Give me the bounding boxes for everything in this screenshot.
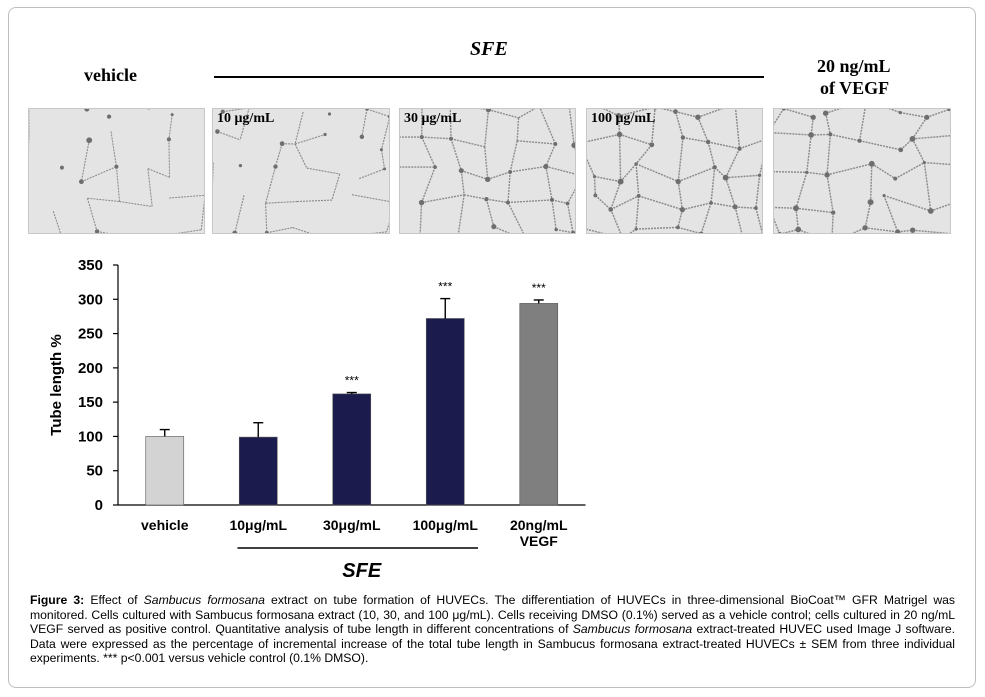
figure-frame	[8, 7, 976, 688]
x-tick-label: 10μg/mL	[229, 517, 287, 533]
tube-network-image	[29, 109, 204, 233]
x-tick-label: vehicle	[141, 517, 189, 533]
micrograph-label: 30 μg/mL	[404, 111, 462, 126]
micrograph-vehicle	[28, 108, 205, 234]
y-tick-label: 100	[78, 428, 103, 445]
tube-network-image	[774, 109, 950, 233]
caption-text: extract-treated HUVEC used Image J softw…	[30, 622, 955, 666]
caption-species-name: Sambucus formosana	[143, 593, 265, 607]
bar	[332, 393, 372, 506]
y-tick-label: 300	[78, 291, 103, 308]
caption-text: Effect of	[84, 593, 144, 607]
bar	[519, 303, 559, 506]
x-tick-label: 20ng/mL	[510, 517, 568, 533]
micrograph-vegf	[773, 108, 951, 234]
sfe-header-line	[214, 76, 764, 78]
y-tick-label: 250	[78, 326, 103, 343]
y-tick-label: 0	[95, 497, 103, 514]
y-tick-label: 50	[86, 463, 103, 480]
tube-network-image	[400, 109, 575, 233]
bar	[425, 318, 465, 506]
caption-figure-label: Figure 3:	[30, 593, 85, 607]
sfe-header-label: SFE	[470, 38, 508, 60]
micrograph-100ug: 100 μg/mL	[586, 108, 763, 234]
tube-length-bar-chart: 0 50 100 150 200 250 300 350 Tube length % vehicl…	[48, 257, 586, 580]
tube-network-image	[213, 109, 389, 233]
figure-caption: Figure 3: Effect of Sambucus formosana e…	[30, 593, 955, 666]
significance-marker: ***	[345, 374, 359, 388]
micrograph-label: 100 μg/mL	[591, 111, 656, 126]
vegf-header-label-line2: of VEGF	[820, 78, 890, 98]
y-axis-label: Tube length %	[48, 334, 65, 435]
x-tick-label: 100μg/mL	[413, 517, 479, 533]
sfe-group-label: SFE	[342, 560, 382, 580]
vehicle-header-label: vehicle	[84, 65, 137, 85]
caption-species-name: Sambucus formosana	[572, 622, 693, 637]
x-tick-label: VEGF	[520, 533, 559, 549]
vegf-header-label-line1: 20 ng/mL	[817, 56, 891, 76]
y-tick-label: 150	[78, 394, 103, 411]
caption-text: extract on tube formation of HUVECs. The…	[30, 593, 955, 637]
tube-network-image	[587, 109, 762, 233]
bar	[238, 436, 278, 506]
bar	[145, 436, 185, 506]
micrograph-10ug: 10 μg/mL	[212, 108, 390, 234]
significance-marker: ***	[532, 281, 546, 295]
y-tick-label: 200	[78, 360, 103, 377]
micrograph-label: 10 μg/mL	[217, 111, 275, 126]
x-tick-label: 30μg/mL	[323, 517, 381, 533]
significance-marker: ***	[438, 280, 452, 294]
y-tick-label: 350	[78, 257, 103, 274]
micrograph-30ug: 30 μg/mL	[399, 108, 576, 234]
